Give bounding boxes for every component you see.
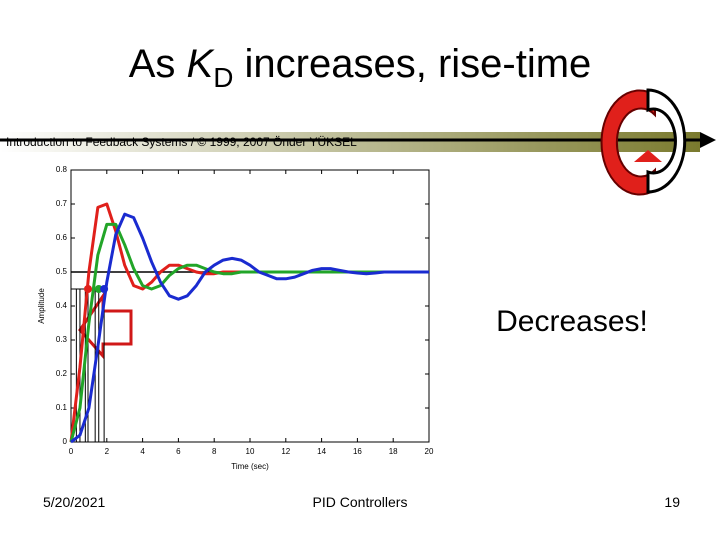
- annotation: Decreases!: [496, 305, 648, 338]
- x-tick-label: 18: [389, 447, 398, 456]
- y-tick-label: 0: [63, 437, 68, 446]
- y-tick-label: 0.3: [56, 335, 68, 344]
- x-tick-label: 16: [353, 447, 362, 456]
- x-tick-label: 20: [425, 447, 434, 456]
- x-tick-label: 6: [176, 447, 181, 456]
- y-tick-label: 0.2: [56, 369, 68, 378]
- y-axis-label: Amplitude: [37, 288, 46, 324]
- x-tick-label: 2: [105, 447, 110, 456]
- plot-area: [70, 169, 430, 443]
- footer-center: PID Controllers: [312, 494, 408, 510]
- x-tick-label: 12: [281, 447, 290, 456]
- title-suffix: increases, rise-time: [244, 42, 592, 86]
- x-tick-label: 14: [317, 447, 326, 456]
- x-tick-label: 4: [140, 447, 145, 456]
- logo: [600, 88, 687, 196]
- title-prefix: As: [128, 42, 176, 86]
- banner-bar: [0, 132, 700, 152]
- x-axis-label: Time (sec): [231, 462, 269, 471]
- y-tick-label: 0.8: [56, 165, 68, 174]
- x-tick-label: 8: [212, 447, 217, 456]
- y-tick-label: 0.1: [56, 403, 68, 412]
- title-subscript: D: [213, 62, 234, 93]
- y-tick-label: 0.4: [56, 301, 68, 310]
- banner-text: Introduction to Feedback Systems / © 199…: [6, 135, 357, 149]
- title: As KD increases, rise-time: [0, 42, 720, 94]
- y-tick-label: 0.5: [56, 267, 68, 276]
- x-tick-label: 10: [246, 447, 255, 456]
- series-line: [70, 212, 429, 444]
- footer-date: 5/20/2021: [43, 494, 106, 510]
- banner-arrowhead: [700, 132, 716, 148]
- footer-page: 19: [664, 494, 680, 510]
- y-tick-label: 0.7: [56, 199, 68, 208]
- rise-marker: [100, 285, 109, 293]
- rise-marker: [84, 285, 93, 293]
- y-tick-label: 0.6: [56, 233, 68, 242]
- x-tick-label: 0: [69, 447, 74, 456]
- title-variable: K: [186, 42, 214, 86]
